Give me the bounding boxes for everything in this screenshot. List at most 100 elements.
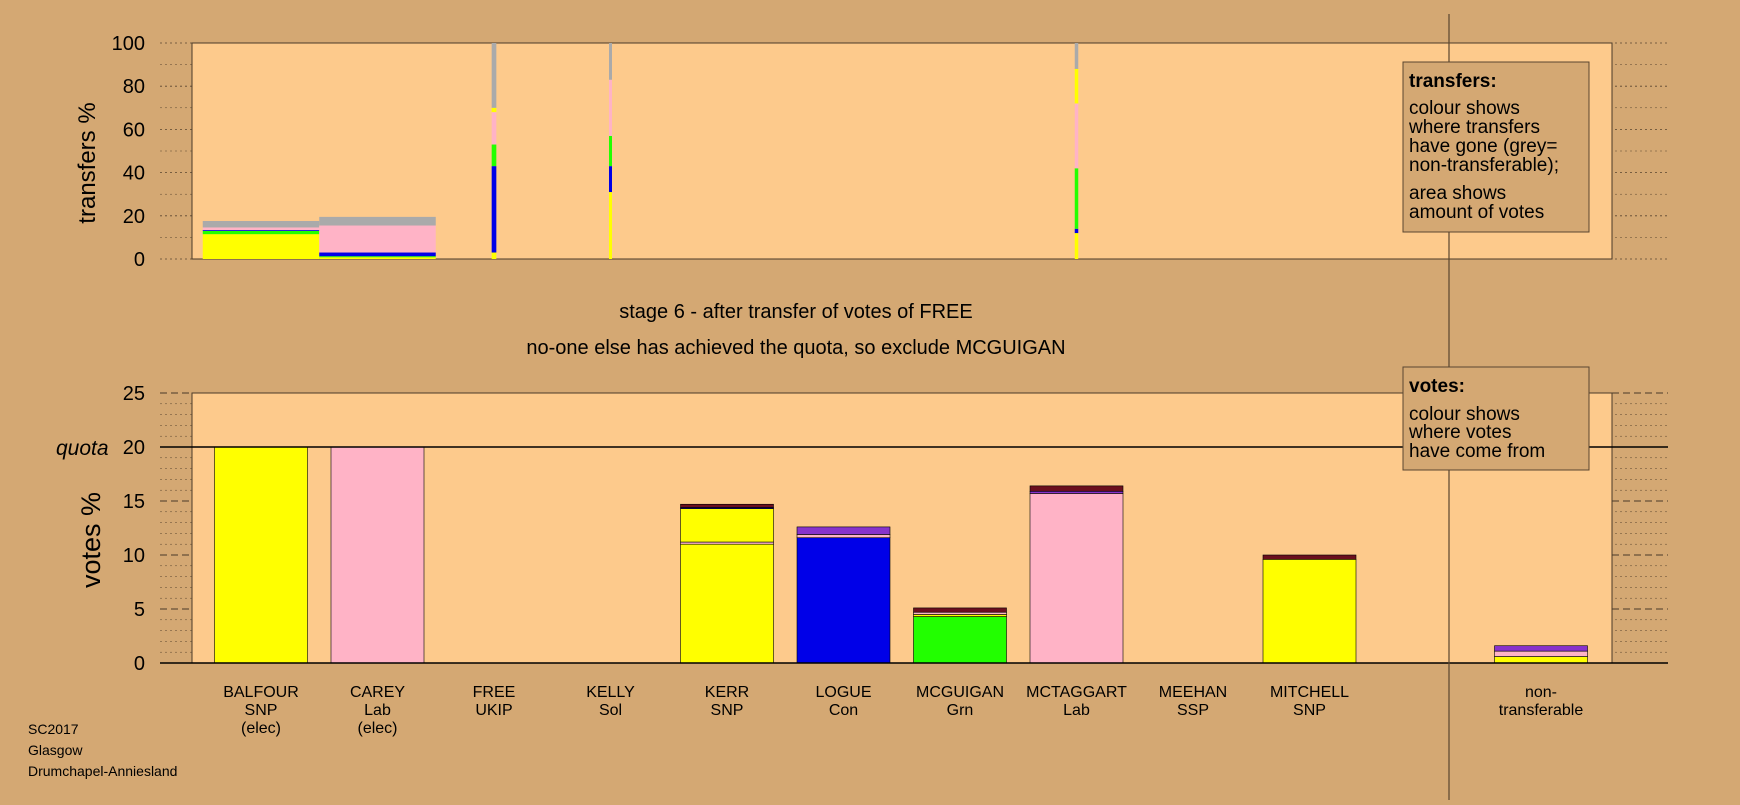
vote-segment-kerr	[680, 508, 774, 543]
transfers-legend-line: amount of votes	[1409, 202, 1544, 223]
votes-y-axis-label: votes %	[76, 492, 106, 588]
transfers-legend-line: area shows	[1409, 183, 1506, 204]
transfers-legend-title: transfers:	[1409, 71, 1497, 92]
transfer-segment-carey	[319, 252, 436, 257]
transfer-segment-free	[491, 166, 497, 253]
transfer-segment-carey	[319, 216, 436, 226]
votes-legend-line: colour shows	[1409, 404, 1520, 425]
candidate-label: Con	[829, 702, 858, 719]
vote-segment-mctaggart	[1029, 490, 1124, 494]
vote-segment-mcguigan	[913, 611, 1007, 615]
vote-segment-mitchell	[1262, 559, 1357, 664]
transfer-segment-kelly	[609, 43, 612, 80]
transfer-segment-mctaggart	[1074, 103, 1079, 169]
transfer-segment-carey	[319, 225, 436, 253]
candidate-label: UKIP	[475, 702, 512, 719]
transfer-segment-carey	[319, 256, 436, 258]
candidate-label: Lab	[364, 702, 391, 719]
stage-title: stage 6 - after transfer of votes of FRE…	[619, 301, 973, 323]
vote-segment-mctaggart	[1029, 485, 1124, 492]
candidate-label: MITCHELL	[1270, 684, 1349, 701]
footer-ward: Drumchapel-Anniesland	[28, 763, 177, 779]
votes-legend-box	[1402, 366, 1590, 471]
transfer-segment-free	[491, 252, 497, 259]
votes-y-tick-label: 15	[123, 491, 145, 513]
transfer-segment-balfour	[202, 230, 320, 231]
candidate-label: (elec)	[241, 720, 281, 737]
transfer-segment-free	[491, 43, 497, 108]
transfers-legend: transfers: colour shows where transfers …	[1402, 61, 1590, 233]
candidate-label: Grn	[947, 702, 974, 719]
votes-legend-line: have come from	[1409, 441, 1545, 462]
transfer-segment-free	[491, 144, 497, 167]
transfer-segment-mctaggart	[1074, 168, 1079, 229]
transfers-legend-box	[1402, 61, 1590, 233]
vote-segment-non-transferable	[1494, 656, 1588, 664]
votes-y-tick-label: 25	[123, 383, 145, 405]
transfer-segment-free	[491, 107, 497, 113]
candidate-label: SNP	[1293, 702, 1326, 719]
candidate-label: MCTAGGART	[1026, 684, 1127, 701]
transfers-y-tick-label: 40	[123, 163, 145, 185]
votes-y-tick-label: 0	[134, 653, 145, 675]
stage-subtitle: no-one else has achieved the quota, so e…	[526, 337, 1065, 359]
candidate-label: SNP	[711, 702, 744, 719]
transfers-y-tick-label: 0	[134, 249, 145, 271]
candidate-label: CAREY	[350, 684, 405, 701]
votes-y-tick-label: 20	[123, 437, 145, 459]
transfer-segment-balfour	[202, 227, 320, 231]
transfer-segment-kelly	[609, 135, 612, 167]
vote-segment-kerr	[680, 503, 774, 508]
vote-segment-logue	[796, 537, 891, 664]
transfer-segment-kelly	[609, 192, 612, 259]
vote-segment-mitchell	[1262, 554, 1357, 560]
votes-legend-title: votes:	[1409, 376, 1465, 397]
vote-segment-balfour	[214, 446, 308, 664]
transfers-legend-line: colour shows	[1409, 98, 1520, 119]
candidate-label: non-	[1525, 684, 1557, 701]
transfers-bars	[202, 43, 1079, 259]
candidate-label: MCGUIGAN	[916, 684, 1004, 701]
transfer-segment-free	[491, 112, 497, 145]
transfers-y-axis-label: transfers %	[74, 102, 101, 223]
votes-legend: votes: colour shows where votes have com…	[1402, 366, 1590, 471]
candidate-labels: BALFOURSNP(elec)CAREYLab(elec)FREEUKIPKE…	[223, 684, 1583, 737]
votes-y-tick-label: 10	[123, 545, 145, 567]
transfers-y-tick-label: 20	[123, 206, 145, 228]
candidate-label: LOGUE	[815, 684, 871, 701]
transfer-segment-mctaggart	[1074, 228, 1079, 234]
vote-segment-mcguigan	[913, 614, 1007, 617]
candidate-label: MEEHAN	[1159, 684, 1227, 701]
quota-label: quota	[56, 437, 109, 460]
footer-election: SC2017	[28, 721, 79, 737]
footer-council: Glasgow	[28, 742, 83, 758]
vote-segment-logue	[796, 526, 891, 535]
transfer-segment-kelly	[609, 79, 612, 136]
transfers-y-axis: 0 20 40 60 80 100	[112, 33, 145, 271]
candidate-label: SNP	[245, 702, 278, 719]
candidate-label: BALFOUR	[223, 684, 299, 701]
votes-legend-line: where votes	[1408, 422, 1511, 443]
vote-segment-carey	[330, 446, 425, 664]
candidate-label: transferable	[1499, 702, 1584, 719]
transfers-y-tick-label: 100	[112, 33, 145, 55]
votes-y-tick-label: 5	[134, 599, 145, 621]
transfers-y-tick-label: 60	[123, 119, 145, 141]
transfer-segment-balfour	[202, 234, 320, 259]
candidate-label: (elec)	[357, 720, 397, 737]
transfers-y-tick-label: 80	[123, 76, 145, 98]
votes-y-axis: 0 5 10 15 20 25 quota	[56, 383, 145, 675]
transfer-segment-mctaggart	[1074, 43, 1079, 69]
transfer-segment-balfour	[202, 220, 320, 228]
vote-segment-mcguigan	[913, 607, 1007, 613]
transfer-segment-balfour	[202, 230, 320, 235]
candidate-label: Lab	[1063, 702, 1090, 719]
votes-bars	[160, 446, 1668, 664]
vote-segment-non-transferable	[1494, 645, 1588, 652]
candidate-label: Sol	[599, 702, 622, 719]
votes-plot-area	[191, 392, 1613, 664]
candidate-label: FREE	[473, 684, 516, 701]
vote-segment-kerr	[680, 541, 774, 545]
transfer-segment-mctaggart	[1074, 233, 1079, 259]
